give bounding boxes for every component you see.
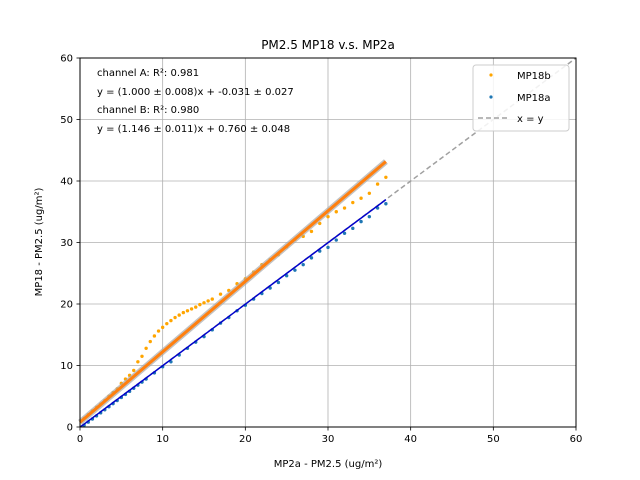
scatter-point-mp18b [384,175,388,180]
scatter-point-mp18b [169,318,173,323]
scatter-point-mp18a [351,226,355,231]
y-tick-label: 40 [60,177,73,188]
x-tick-label: 50 [487,434,500,445]
y-tick-label: 60 [60,54,73,65]
annotation-channel-a-equation: y = (1.000 ± 0.008)x + -0.031 ± 0.027 [97,87,294,98]
scatter-point-mp18b [136,360,140,364]
scatter-point-mp18a [309,256,314,260]
fit-annotations: channel A: R²: 0.981 y = (1.000 ± 0.008)… [97,68,294,135]
y-tick-label: 0 [67,423,73,434]
scatter-point-mp18a [342,231,347,235]
scatter-point-mp18b [181,310,186,315]
fit-lines-layer [78,159,388,428]
scatter-point-mp18b [148,339,152,344]
y-axis-ticks: 0 10 20 30 40 50 60 [60,54,80,434]
scatter-point-mp18b [152,334,157,338]
scatter-point-mp18a [359,219,363,224]
scatter-point-mp18b [367,191,372,195]
scatter-point-mp18b [210,297,214,301]
x-tick-label: 40 [404,434,417,445]
legend-label-x-equals-y: x = y [517,114,544,125]
scatter-point-mp18b [198,302,202,307]
scatter-point-mp18b [218,292,223,296]
scatter-point-mp18b [132,368,136,373]
scatter-point-mp18a [384,202,388,206]
x-axis-ticks: 0 10 20 30 40 50 60 [77,427,583,445]
scatter-point-mp18a [326,245,330,250]
y-tick-label: 10 [60,361,73,372]
x-tick-label: 0 [77,434,83,445]
fit-line-channel-a [79,199,387,428]
y-tick-label: 20 [60,300,73,311]
scatter-point-mp18b [177,313,181,317]
scatter-point-mp18b [156,329,161,333]
x-tick-label: 10 [156,434,169,445]
plot-area-frame [79,57,577,428]
scatter-point-mp18b [309,229,314,234]
scatter-point-mp18b [144,346,148,350]
x-tick-label: 60 [570,434,583,445]
chart-title: PM2.5 MP18 v.s. MP2a [261,38,395,52]
scatter-point-mp18b [185,309,190,313]
scatter-point-mp18b [206,299,210,303]
scatter-point-mp18b [189,307,194,311]
scatter-point-mp18b [194,305,198,309]
scatter-point-mp18b [351,200,355,205]
scatter-point-mp18b [173,315,177,320]
x-tick-label: 30 [322,434,335,445]
legend-label-mp18a: MP18a [517,93,551,104]
legend-marker-mp18b [489,73,493,77]
y-axis-label: MP18 - PM2.5 (ug/m²) [34,188,45,297]
scatter-point-mp18a [276,280,281,285]
fit-line-channel-b [79,160,387,424]
scatter-point-mp18b [160,325,165,330]
scatter-point-mp18a [293,268,297,272]
scatter-point-mp18b [342,206,347,210]
annotation-channel-b-equation: y = (1.146 ± 0.011)x + 0.760 ± 0.048 [97,124,290,135]
scatter-point-mp18a [334,238,338,242]
annotation-channel-a-r2: channel A: R²: 0.981 [97,68,199,79]
scatter-point-mp18b [334,210,338,214]
y-tick-label: 30 [60,238,73,249]
annotation-channel-b-r2: channel B: R²: 0.980 [97,105,199,116]
x-tick-label: 20 [239,434,252,445]
legend-label-mp18b: MP18b [517,71,551,82]
legend-marker-mp18a [489,95,493,99]
legend-box [472,64,570,132]
scatter-point-mp18b [140,354,144,358]
scatter-point-mp18b [202,301,206,305]
scatter-point-mp18b [165,321,169,326]
scatter-point-mp18b [375,182,380,186]
scatter-point-mp18a [367,214,372,219]
x-axis-label: MP2a - PM2.5 (ug/m²) [274,459,383,470]
scatter-point-mp18b [326,214,330,219]
legend: MP18b MP18a x = y [472,64,570,132]
scatter-point-mp18a [301,262,305,267]
y-tick-label: 50 [60,115,73,126]
scatter-point-mp18b [359,196,363,200]
